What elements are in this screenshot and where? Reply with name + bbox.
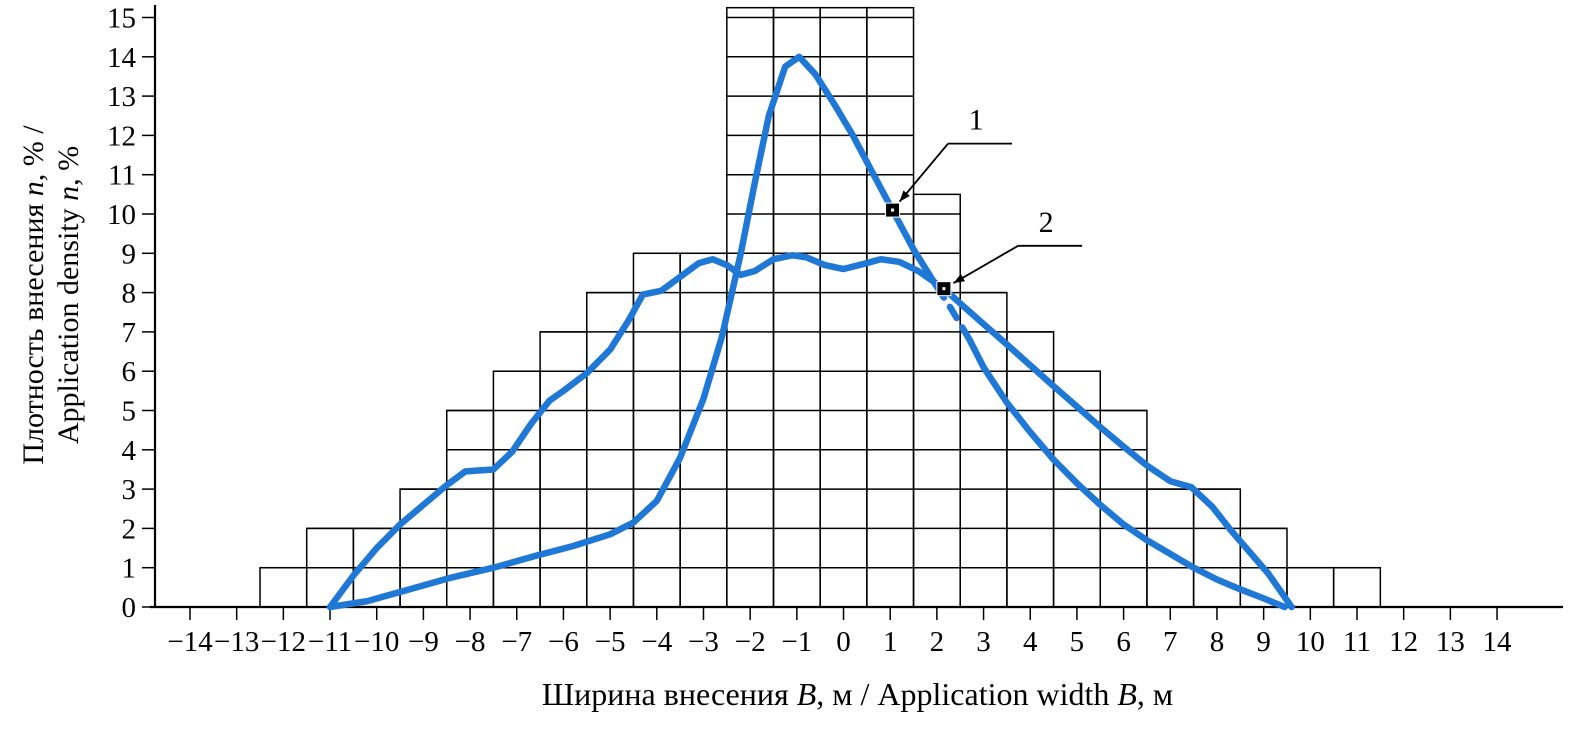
x-tick-label: −12 xyxy=(261,626,306,658)
x-tick-label: 14 xyxy=(1483,626,1513,658)
y-tick-label: 13 xyxy=(107,81,136,113)
histogram-bin xyxy=(679,252,728,608)
x-tick-label: 5 xyxy=(1070,626,1085,658)
axes xyxy=(150,5,1563,609)
curve-2 xyxy=(326,252,1295,611)
arrowhead-icon xyxy=(899,190,910,202)
y-tick-label: 3 xyxy=(122,474,137,506)
y-tick-label: 11 xyxy=(108,160,136,192)
histogram-bin xyxy=(866,6,915,608)
x-tick-label: −11 xyxy=(308,626,352,658)
y-tick-label: 10 xyxy=(107,199,136,231)
y-tick-label: 9 xyxy=(122,238,137,270)
y-tick-label: 8 xyxy=(122,278,137,310)
arrowhead-icon xyxy=(953,274,966,284)
x-tick-label: −14 xyxy=(167,626,213,658)
x-tick-label: 13 xyxy=(1436,626,1465,658)
histogram xyxy=(259,6,1382,608)
x-tick-label: 6 xyxy=(1116,626,1131,658)
x-tick-label: 4 xyxy=(1023,626,1038,658)
x-tick-label: −13 xyxy=(214,626,259,658)
histogram-bin xyxy=(632,252,681,608)
y-tick-label: 14 xyxy=(107,42,137,74)
histogram-bin xyxy=(259,566,308,608)
x-tick-label: −3 xyxy=(688,626,719,658)
x-tick-label: −2 xyxy=(735,626,766,658)
y-tick-label: 7 xyxy=(122,317,137,349)
x-tick-label: −8 xyxy=(455,626,486,658)
x-tick-label: −1 xyxy=(781,626,812,658)
x-tick-label: 7 xyxy=(1163,626,1178,658)
histogram-bin xyxy=(1286,566,1335,608)
x-tick-label: 3 xyxy=(976,626,991,658)
x-axis-ticks: −14 −13 −12 −11 −10 −9 −8 −7 −6 −5 −4 −3 −2 −1 0 1 2 3 4 5 6… xyxy=(167,607,1512,658)
callout-2: 2 xyxy=(952,206,1083,284)
histogram-bin xyxy=(1332,566,1382,608)
x-tick-label: −6 xyxy=(548,626,579,658)
marker-square-2 xyxy=(936,281,952,297)
x-tick-label: 12 xyxy=(1389,626,1418,658)
y-tick-label: 15 xyxy=(107,3,136,35)
histogram-bin xyxy=(1006,331,1055,608)
y-tick-label: 2 xyxy=(122,513,137,545)
x-tick-label: 2 xyxy=(930,626,945,658)
x-axis-title: Ширина внесения B, м / Application width… xyxy=(541,676,1174,712)
y-tick-label: 6 xyxy=(122,356,137,388)
y-tick-label: 5 xyxy=(122,396,137,428)
y-axis-title-line-1: Плотность внесения n, % / xyxy=(17,125,50,465)
x-tick-label: −9 xyxy=(408,626,439,658)
y-axis-title-line-2: Application density n, % xyxy=(52,145,85,445)
x-tick-label: −4 xyxy=(641,626,672,658)
y-tick-label: 1 xyxy=(122,553,137,585)
x-tick-label: 11 xyxy=(1343,626,1371,658)
y-tick-label: 12 xyxy=(107,120,136,152)
x-tick-label: 8 xyxy=(1210,626,1225,658)
histogram-bin xyxy=(539,331,588,608)
x-tick-label: 9 xyxy=(1256,626,1271,658)
x-tick-label: −10 xyxy=(354,626,399,658)
y-axis-title: Плотность внесения n, % / Application de… xyxy=(16,60,88,530)
callout-1: 1 xyxy=(898,104,1013,203)
callout-label: 1 xyxy=(969,104,984,137)
histogram-bin xyxy=(772,6,821,608)
y-tick-label: 4 xyxy=(122,435,137,467)
marker-square-1 xyxy=(885,202,901,218)
x-tick-label: −7 xyxy=(501,626,532,658)
x-tick-label: 1 xyxy=(883,626,898,658)
callout-label: 2 xyxy=(1039,206,1054,239)
histogram-bin xyxy=(726,6,775,608)
x-tick-label: 10 xyxy=(1296,626,1325,658)
x-tick-label: 0 xyxy=(836,626,851,658)
x-tick-label: −5 xyxy=(595,626,626,658)
y-tick-label: 0 xyxy=(122,592,137,624)
